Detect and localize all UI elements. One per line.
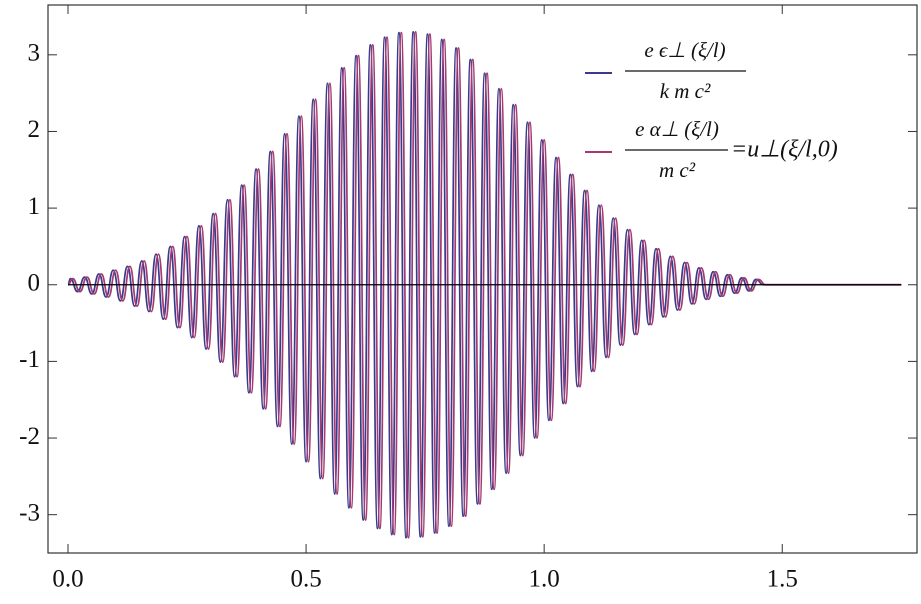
x-tick-label: 1.5 bbox=[767, 566, 798, 593]
y-tick-label: 0 bbox=[28, 269, 41, 296]
y-tick-label: 2 bbox=[28, 116, 41, 143]
legend-denominator: k m c² bbox=[660, 79, 711, 103]
legend-numerator: e ϵ⊥ (ξ/l) bbox=[644, 38, 725, 62]
y-tick-label: 1 bbox=[28, 193, 41, 220]
x-tick-label: 1.0 bbox=[529, 566, 560, 593]
legend: e ϵ⊥ (ξ/l) k m c² e α⊥ (ξ/l) m c² =u⊥(ξ/… bbox=[585, 38, 838, 182]
plot-frame bbox=[47, 4, 918, 554]
legend-numerator: e α⊥ (ξ/l) bbox=[635, 117, 719, 141]
legend-denominator: m c² bbox=[659, 158, 696, 182]
y-tick-label: -1 bbox=[19, 346, 40, 373]
y-tick-label: -3 bbox=[19, 499, 40, 526]
y-tick-label: -2 bbox=[19, 423, 40, 450]
x-tick-label: 0.0 bbox=[52, 566, 83, 593]
x-tick-label: 0.5 bbox=[290, 566, 321, 593]
y-tick-label: 3 bbox=[28, 40, 41, 67]
legend-rhs: =u⊥(ξ/l,0) bbox=[731, 137, 838, 163]
series-line bbox=[67, 30, 902, 539]
series-line bbox=[67, 30, 902, 539]
